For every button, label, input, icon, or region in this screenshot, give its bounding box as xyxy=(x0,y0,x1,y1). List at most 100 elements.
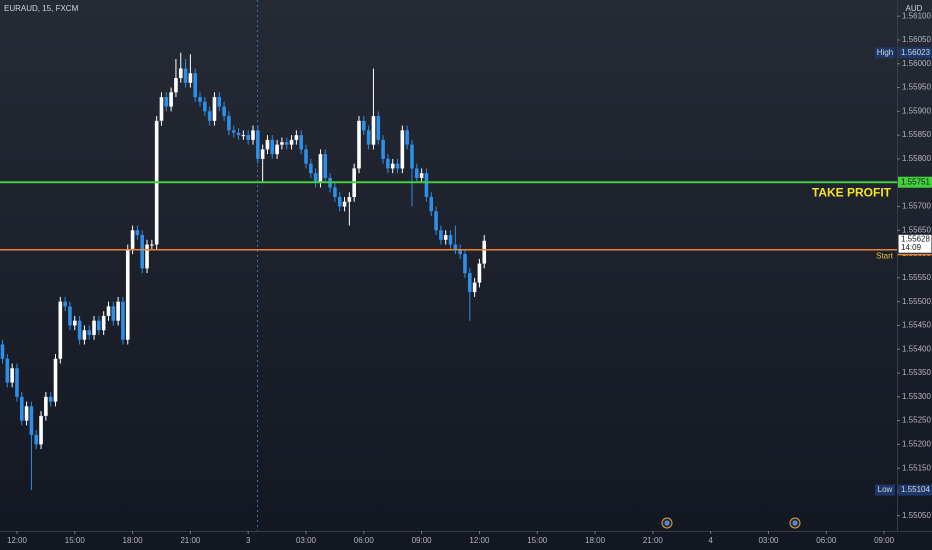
candle-body xyxy=(270,139,275,155)
countdown-label: 14:09 xyxy=(901,243,922,252)
candle-body xyxy=(77,320,82,340)
candle-body xyxy=(241,135,246,137)
candle-body xyxy=(366,130,371,145)
y-tick-label: 1.55800 xyxy=(902,154,931,163)
candle-body xyxy=(231,130,236,133)
y-tick-label: 1.55950 xyxy=(902,83,931,92)
candle-body xyxy=(439,230,443,240)
candle-body xyxy=(72,320,77,326)
candle-body xyxy=(97,320,101,331)
candle-body xyxy=(130,230,135,250)
level-name: Start xyxy=(876,251,894,260)
candle-body xyxy=(458,249,462,255)
candle-body xyxy=(463,254,467,274)
chart-title: EURAUD, 15, FXCM xyxy=(4,4,79,13)
y-tick-label: 1.55450 xyxy=(902,321,931,330)
candle-body xyxy=(5,358,10,383)
candle-body xyxy=(251,130,255,140)
x-tick-label: 18:00 xyxy=(585,536,606,545)
candle-body xyxy=(178,68,183,79)
candle-body xyxy=(405,130,409,145)
y-tick-label: 1.55350 xyxy=(902,368,931,377)
candle-body xyxy=(429,196,434,212)
candle-body xyxy=(116,301,120,321)
y-tick-label: 1.56000 xyxy=(902,59,931,68)
candle-body xyxy=(434,211,438,231)
candle-body xyxy=(39,415,43,445)
candle-body xyxy=(188,73,193,83)
candle-body xyxy=(448,235,453,245)
candle-body xyxy=(337,196,342,207)
x-tick-label: 06:00 xyxy=(354,536,375,545)
extreme-price: 1.55104 xyxy=(901,485,930,494)
candle-body xyxy=(174,78,178,93)
candle-body xyxy=(424,173,429,197)
candle-body xyxy=(217,97,222,107)
candle-body xyxy=(82,330,87,340)
candle-body xyxy=(159,97,164,121)
extreme-price-box xyxy=(898,47,932,59)
candle-body xyxy=(101,315,106,331)
candle-body xyxy=(227,116,231,131)
candle-body xyxy=(48,396,53,402)
candle-body xyxy=(386,158,390,169)
candle-body xyxy=(284,142,289,145)
candle-body xyxy=(395,163,400,169)
candle-body xyxy=(198,97,202,102)
level-name: TAKE PROFIT xyxy=(812,185,892,199)
y-tick-label: 1.56050 xyxy=(902,35,931,44)
candle-body xyxy=(183,68,188,83)
y-tick-label: 1.55200 xyxy=(902,440,931,449)
candle-body xyxy=(106,306,111,316)
candles xyxy=(0,52,487,491)
candle-body xyxy=(145,244,149,269)
event-marker[interactable] xyxy=(661,517,673,529)
candle-body xyxy=(0,344,5,359)
extreme-name: High xyxy=(877,48,893,57)
x-tick-label: 3 xyxy=(246,536,251,545)
candle-body xyxy=(419,173,424,178)
candle-body xyxy=(309,163,313,174)
x-tick-label: 21:00 xyxy=(180,536,201,545)
candle-body xyxy=(222,106,226,117)
candle-body xyxy=(333,187,337,197)
candle-body xyxy=(24,406,29,421)
x-tick-label: 03:00 xyxy=(296,536,317,545)
candle-body xyxy=(29,406,34,435)
candle-body xyxy=(68,306,72,326)
candle-body xyxy=(34,434,39,445)
candle-body xyxy=(313,173,318,183)
extreme-name: Low xyxy=(878,485,893,494)
candle-body xyxy=(260,149,265,159)
x-tick-label: 09:00 xyxy=(874,536,895,545)
candle-body xyxy=(443,235,448,240)
y-tick-label: 1.55050 xyxy=(902,511,931,520)
candle-body xyxy=(275,144,279,155)
x-tick-label: 06:00 xyxy=(816,536,837,545)
candle-body xyxy=(193,73,198,98)
candle-body xyxy=(19,396,24,421)
y-tick-label: 1.55850 xyxy=(902,130,931,139)
candle-body xyxy=(87,330,92,335)
candle-body xyxy=(477,263,482,283)
extreme-name-box xyxy=(875,484,895,496)
x-tick-label: 21:00 xyxy=(643,536,664,545)
x-tick-label: 12:00 xyxy=(469,536,490,545)
candle-body xyxy=(318,154,323,183)
candle-body xyxy=(371,116,376,145)
candle-body xyxy=(111,306,116,321)
candle-body xyxy=(58,301,63,359)
y-tick-label: 1.55900 xyxy=(902,106,931,115)
candle-body xyxy=(390,163,395,169)
last-price-box xyxy=(897,233,932,254)
x-tick-label: 12:00 xyxy=(7,536,28,545)
candle-body xyxy=(415,168,419,178)
candle-body xyxy=(280,142,284,145)
candle-body xyxy=(15,368,19,397)
y-tick-label: 1.55150 xyxy=(902,463,931,472)
candle-body xyxy=(44,396,48,416)
event-marker[interactable] xyxy=(789,517,801,529)
candle-body xyxy=(376,116,381,140)
currency-label: AUD xyxy=(906,4,923,13)
